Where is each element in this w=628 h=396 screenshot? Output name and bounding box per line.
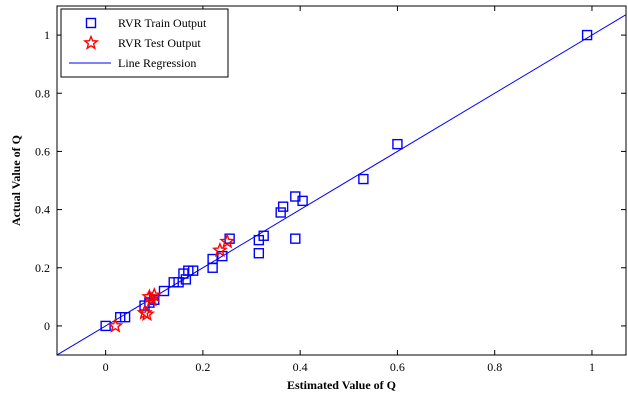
test-point — [107, 317, 124, 333]
y-tick-label: 0.8 — [35, 86, 50, 100]
train-point — [187, 265, 199, 276]
test-point — [141, 288, 158, 304]
legend-label: Line Regression — [118, 56, 196, 70]
train-point — [119, 311, 131, 323]
train-point — [290, 233, 301, 244]
y-tick-label: 0.6 — [35, 144, 50, 158]
train-point — [100, 320, 111, 332]
x-tick-label: 0.8 — [487, 360, 502, 374]
axis-ticks: 0 0.2 0.4 0.6 0.8 1 0 0.2 0.4 0.6 0.8 1 — [35, 6, 626, 374]
test-point — [143, 291, 160, 307]
legend-label: RVR Test Output — [118, 36, 201, 50]
train-point — [581, 29, 593, 41]
train-point — [392, 138, 403, 150]
legend-label: RVR Train Output — [118, 16, 207, 30]
legend-test-marker — [82, 34, 100, 50]
train-point — [258, 230, 269, 241]
test-point — [211, 241, 228, 258]
x-tick-label: 0.4 — [293, 360, 308, 374]
x-tick-label: 0 — [103, 360, 109, 374]
test-point — [219, 233, 236, 249]
x-tick-label: 0.6 — [390, 360, 405, 374]
train-point — [297, 195, 308, 207]
legend-train-marker — [85, 17, 97, 29]
train-point — [158, 285, 170, 297]
test-point — [138, 305, 155, 322]
x-tick-label: 0.2 — [195, 360, 210, 374]
train-point — [358, 173, 369, 185]
legend-box — [60, 8, 229, 78]
y-tick-label: 1 — [44, 28, 50, 42]
legend: RVR Train Output RVR Test Output Line Regr… — [60, 8, 229, 78]
y-axis-title: Actual Value of Q — [9, 135, 23, 226]
x-axis-title: Estimated Value of Q — [287, 378, 396, 392]
y-tick-label: 0 — [44, 319, 50, 333]
x-tick-label: 1 — [589, 360, 595, 374]
chart-marks — [57, 14, 626, 355]
train-point — [277, 201, 289, 212]
y-tick-label: 0.2 — [35, 261, 50, 275]
train-point — [253, 248, 265, 259]
train-point — [275, 207, 286, 218]
train-point — [207, 253, 218, 265]
series-marks — [57, 14, 626, 355]
y-tick-label: 0.4 — [35, 203, 50, 217]
